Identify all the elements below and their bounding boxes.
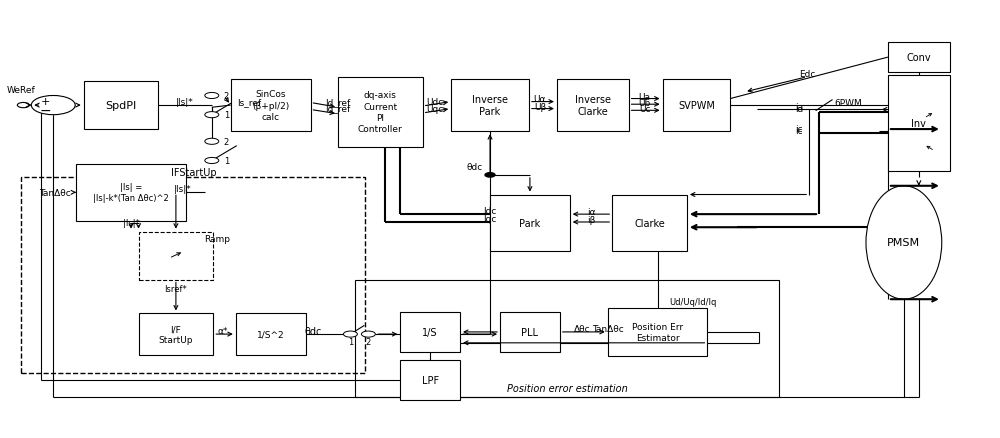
Text: iβ: iβ <box>588 215 596 224</box>
FancyBboxPatch shape <box>888 43 950 73</box>
Text: SVPWM: SVPWM <box>678 101 715 111</box>
Text: ia: ia <box>795 102 803 112</box>
Text: α*: α* <box>218 326 228 336</box>
Text: SpdPI: SpdPI <box>105 101 137 111</box>
Text: Conv: Conv <box>907 53 931 63</box>
Text: +: + <box>41 96 50 106</box>
FancyBboxPatch shape <box>451 80 529 132</box>
Text: |Is| =
|Is|-k*(Tan Δθc)^2: |Is| = |Is|-k*(Tan Δθc)^2 <box>93 183 169 203</box>
Text: TanΔθc: TanΔθc <box>592 324 624 333</box>
FancyBboxPatch shape <box>139 314 213 355</box>
Text: PLL: PLL <box>521 327 538 337</box>
Text: 1: 1 <box>224 157 229 166</box>
FancyBboxPatch shape <box>557 80 629 132</box>
Circle shape <box>205 158 219 164</box>
Text: Uc: Uc <box>639 104 650 113</box>
Text: ic: ic <box>795 124 803 134</box>
Text: Inv: Inv <box>911 118 926 128</box>
Text: Ub: Ub <box>638 98 651 107</box>
FancyBboxPatch shape <box>888 75 950 171</box>
Text: Iqc: Iqc <box>483 215 497 223</box>
Text: Ua: Ua <box>639 93 651 102</box>
Text: 1: 1 <box>348 338 353 346</box>
Text: Udc: Udc <box>427 98 444 107</box>
Text: 2: 2 <box>224 92 229 101</box>
Text: θdc: θdc <box>467 162 483 171</box>
Text: Uβ: Uβ <box>534 102 546 112</box>
Text: Uα: Uα <box>534 95 546 104</box>
Text: |Is|*: |Is|* <box>174 185 192 194</box>
Text: Ud/Uq/Id/Iq: Ud/Uq/Id/Iq <box>670 297 717 306</box>
Text: Ramp: Ramp <box>204 234 230 243</box>
Text: IFStartUp: IFStartUp <box>171 167 216 177</box>
Text: −: − <box>39 103 51 117</box>
Circle shape <box>485 173 495 178</box>
Text: ia: ia <box>795 105 803 114</box>
FancyBboxPatch shape <box>338 78 423 147</box>
Text: dq-axis
Current
PI
Controller: dq-axis Current PI Controller <box>358 91 403 134</box>
Text: iα: iα <box>587 207 596 216</box>
Circle shape <box>205 139 219 145</box>
Text: Uqc: Uqc <box>427 105 444 114</box>
Text: |Is|*: |Is|* <box>176 98 194 107</box>
Text: Δθc: Δθc <box>573 324 590 333</box>
Text: Park: Park <box>519 219 541 228</box>
FancyBboxPatch shape <box>84 82 158 130</box>
Text: Id_ref: Id_ref <box>325 98 350 107</box>
Text: Clarke: Clarke <box>634 219 665 228</box>
Ellipse shape <box>866 186 942 300</box>
FancyBboxPatch shape <box>608 308 707 356</box>
Circle shape <box>17 103 29 109</box>
Text: Position error estimation: Position error estimation <box>507 383 628 393</box>
Text: Position Err
Estimator: Position Err Estimator <box>632 322 683 342</box>
FancyBboxPatch shape <box>400 313 460 352</box>
Text: SinCos
(β+pI/2)
calc: SinCos (β+pI/2) calc <box>252 90 289 121</box>
Text: TanΔθc: TanΔθc <box>39 188 71 198</box>
Text: 1/S: 1/S <box>422 327 438 337</box>
Text: WeRef: WeRef <box>7 86 36 95</box>
FancyBboxPatch shape <box>236 314 306 355</box>
Circle shape <box>205 113 219 118</box>
Text: 1/S^2: 1/S^2 <box>257 330 284 339</box>
Circle shape <box>31 96 75 116</box>
Text: Inverse
Park: Inverse Park <box>472 95 508 117</box>
Text: 2: 2 <box>224 138 229 146</box>
Text: Edc: Edc <box>799 70 815 79</box>
Text: 2: 2 <box>366 338 371 346</box>
Text: PMSM: PMSM <box>887 238 920 248</box>
Text: Isref*: Isref* <box>165 284 187 293</box>
FancyBboxPatch shape <box>490 195 570 252</box>
Text: Inverse
Clarke: Inverse Clarke <box>575 95 611 117</box>
FancyBboxPatch shape <box>400 360 460 399</box>
FancyBboxPatch shape <box>612 195 687 252</box>
Text: Iq_ref: Iq_ref <box>325 105 350 114</box>
Text: I/F
StartUp: I/F StartUp <box>159 324 193 344</box>
Text: 1: 1 <box>224 111 229 120</box>
FancyBboxPatch shape <box>76 165 186 221</box>
Text: Idc: Idc <box>483 207 497 215</box>
Text: LPF: LPF <box>422 375 439 385</box>
Text: 6PWM: 6PWM <box>834 99 862 108</box>
FancyBboxPatch shape <box>139 232 213 280</box>
Text: θdc: θdc <box>305 326 322 336</box>
Circle shape <box>343 331 357 337</box>
FancyBboxPatch shape <box>500 313 560 352</box>
FancyBboxPatch shape <box>663 80 730 132</box>
Text: ic: ic <box>795 127 803 136</box>
Circle shape <box>205 93 219 99</box>
Circle shape <box>361 331 375 337</box>
Text: |Is|*: |Is|* <box>123 219 139 228</box>
Text: Is_ref: Is_ref <box>237 98 261 107</box>
FancyBboxPatch shape <box>231 80 311 132</box>
